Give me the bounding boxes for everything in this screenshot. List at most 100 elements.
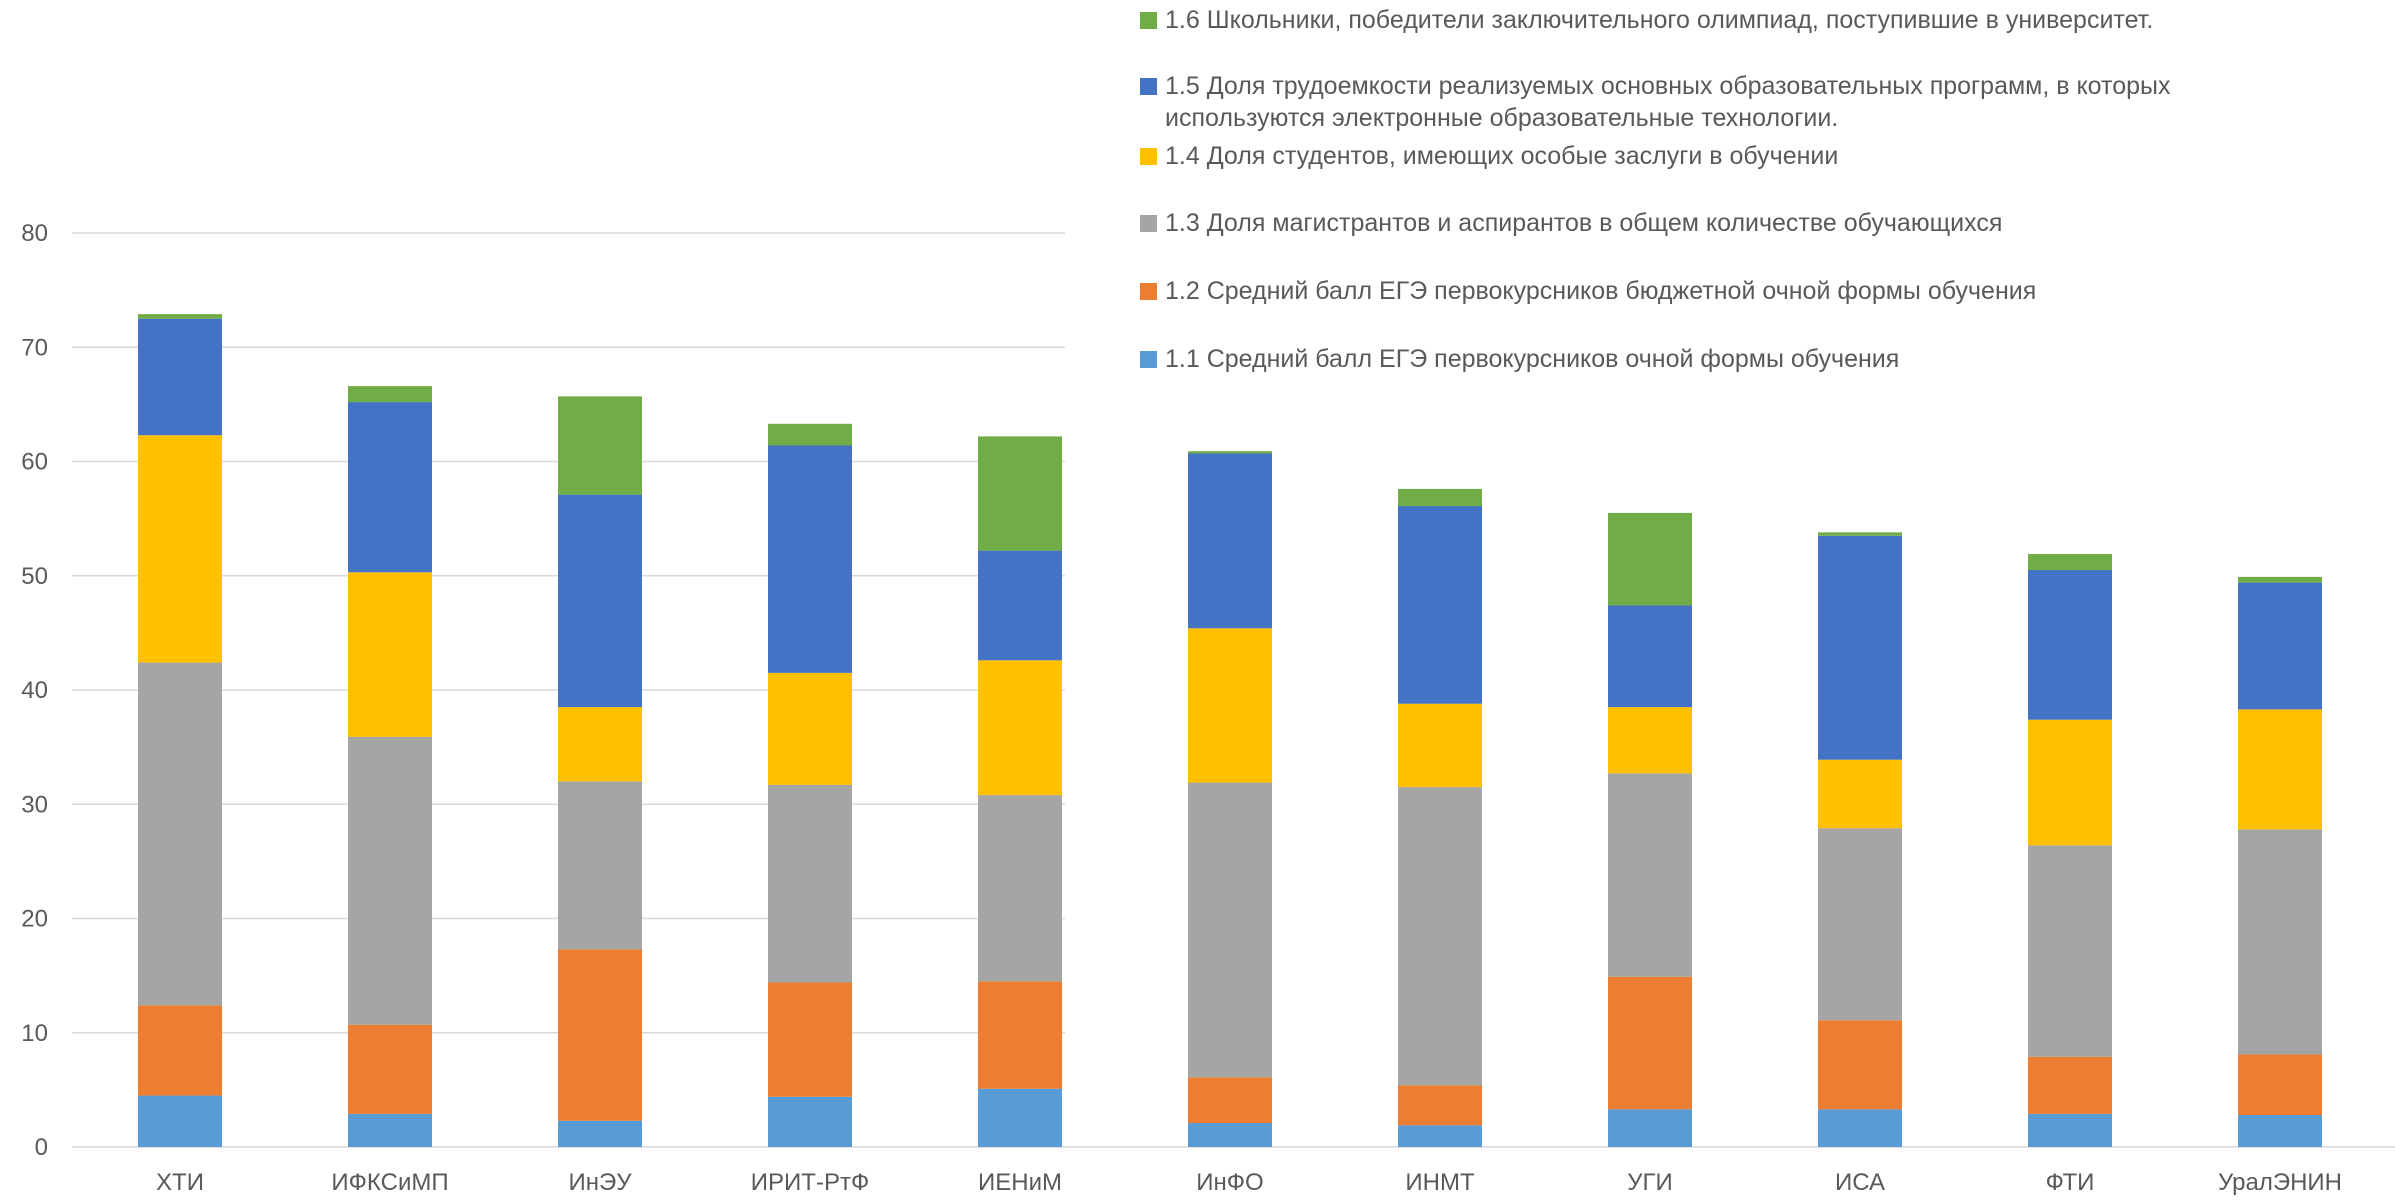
bar-segment — [348, 386, 432, 403]
y-tick-label: 30 — [21, 791, 48, 818]
legend-label: 1.4 Доля студентов, имеющих особые заслу… — [1165, 142, 1839, 170]
bar-segment — [768, 1096, 852, 1147]
x-tick-label: УГИ — [1627, 1169, 1673, 1196]
bar-segment — [978, 436, 1062, 551]
legend-swatch — [1140, 351, 1157, 368]
bar-segment — [558, 781, 642, 950]
bar-segment — [2028, 845, 2112, 1057]
legend-label: 1.5 Доля трудоемкости реализуемых основн… — [1165, 72, 2171, 132]
bar-segment — [348, 572, 432, 737]
bar-segment — [2238, 576, 2322, 583]
bar-segment — [1188, 453, 1272, 629]
bar-segment — [1608, 976, 1692, 1110]
bar-segment — [1818, 535, 1902, 760]
legend-item: 1.6 Школьники, победители заключительног… — [1140, 4, 2153, 36]
bar-segment — [1608, 773, 1692, 977]
bar-segment — [978, 981, 1062, 1089]
bar-segment — [768, 445, 852, 673]
legend-label: 1.2 Средний балл ЕГЭ первокурсников бюдж… — [1165, 277, 2037, 305]
bar-segment — [1608, 605, 1692, 708]
y-tick-label: 0 — [35, 1134, 48, 1161]
bar-segment — [2028, 719, 2112, 846]
bar-segment — [2238, 709, 2322, 830]
bar-segment — [1188, 1123, 1272, 1147]
bar-segment — [1608, 1109, 1692, 1147]
x-tick-label: ИЕНиМ — [978, 1169, 1062, 1196]
bar-segment — [558, 396, 642, 495]
bar-segment — [348, 1113, 432, 1147]
bar-segment — [1818, 828, 1902, 1021]
bar-segment — [1818, 532, 1902, 536]
bar-segment — [1188, 628, 1272, 783]
bar-segment — [1188, 1077, 1272, 1124]
y-tick-label: 70 — [21, 334, 48, 361]
bar-segment — [558, 949, 642, 1121]
bar-segment — [1188, 782, 1272, 1078]
bar-segment — [1398, 506, 1482, 704]
bar-segment — [2028, 1056, 2112, 1114]
y-tick-label: 40 — [21, 677, 48, 704]
y-tick-label: 50 — [21, 563, 48, 590]
bar-segment — [348, 1024, 432, 1114]
legend-swatch — [1140, 283, 1157, 300]
bar-segment — [2238, 1054, 2322, 1116]
bar-segment — [768, 672, 852, 785]
bars — [138, 314, 2322, 1147]
legend-swatch — [1140, 148, 1157, 165]
bar-segment — [558, 494, 642, 708]
legend-swatch — [1140, 215, 1157, 232]
bar-segment — [558, 707, 642, 782]
bar-segment — [138, 435, 222, 663]
bar-segment — [138, 318, 222, 436]
bar-segment — [2238, 1115, 2322, 1147]
bar-segment — [2238, 829, 2322, 1055]
bar-segment — [348, 736, 432, 1025]
bar-segment — [1398, 1085, 1482, 1126]
x-tick-label: ИнЭУ — [569, 1169, 633, 1196]
bar-segment — [1398, 703, 1482, 788]
bar-segment — [2028, 1113, 2112, 1147]
y-tick-label: 60 — [21, 449, 48, 476]
y-tick-label: 20 — [21, 906, 48, 933]
x-tick-label: ИНМТ — [1405, 1169, 1475, 1196]
bar-segment — [1818, 1020, 1902, 1110]
bar-segment — [138, 662, 222, 1006]
bar-segment — [768, 784, 852, 983]
bar-segment — [2238, 582, 2322, 710]
bar-segment — [2028, 570, 2112, 720]
bar-segment — [1608, 512, 1692, 606]
x-tick-label: ХТИ — [156, 1169, 204, 1196]
axes: 0 10 20 30 40 50 60 70 80 ХТИ ИФКСиМП ИнЭУ ИРИТ-РтФ И… — [21, 220, 2342, 1196]
bar-segment — [138, 1095, 222, 1147]
legend-item: 1.1 Средний балл ЕГЭ первокурсников очно… — [1140, 343, 1899, 375]
x-tick-label: УралЭНИН — [2218, 1169, 2342, 1196]
bar-segment — [768, 423, 852, 446]
bar-segment — [2028, 554, 2112, 571]
bar-segment — [1398, 488, 1482, 507]
legend-swatch — [1140, 12, 1157, 29]
bar-segment — [138, 1005, 222, 1096]
bar-segment — [1188, 451, 1272, 454]
legend-item: 1.5 Доля трудоемкости реализуемых основн… — [1140, 70, 2170, 134]
bar-segment — [978, 1088, 1062, 1147]
y-tick-label: 80 — [21, 220, 48, 247]
bar-segment — [1398, 787, 1482, 1086]
bar-segment — [768, 982, 852, 1097]
legend-item: 1.2 Средний балл ЕГЭ первокурсников бюдж… — [1140, 275, 2036, 307]
bar-segment — [1818, 759, 1902, 829]
legend-item: 1.4 Доля студентов, имеющих особые заслу… — [1140, 140, 1838, 172]
bar-segment — [138, 314, 222, 319]
bar-segment — [558, 1120, 642, 1147]
legend-swatch — [1140, 78, 1157, 95]
legend-item: 1.3 Доля магистрантов и аспирантов в общ… — [1140, 207, 2002, 239]
bar-segment — [348, 402, 432, 573]
x-tick-label: ИнФО — [1196, 1169, 1263, 1196]
legend-label: 1.1 Средний балл ЕГЭ первокурсников очно… — [1165, 345, 1900, 373]
x-tick-label: ИСА — [1835, 1169, 1885, 1196]
legend-label: 1.3 Доля магистрантов и аспирантов в общ… — [1165, 209, 2003, 237]
bar-segment — [978, 660, 1062, 796]
legend-label: 1.6 Школьники, победители заключительног… — [1165, 6, 2154, 34]
bar-segment — [978, 795, 1062, 982]
x-tick-label: ФТИ — [2046, 1169, 2095, 1196]
